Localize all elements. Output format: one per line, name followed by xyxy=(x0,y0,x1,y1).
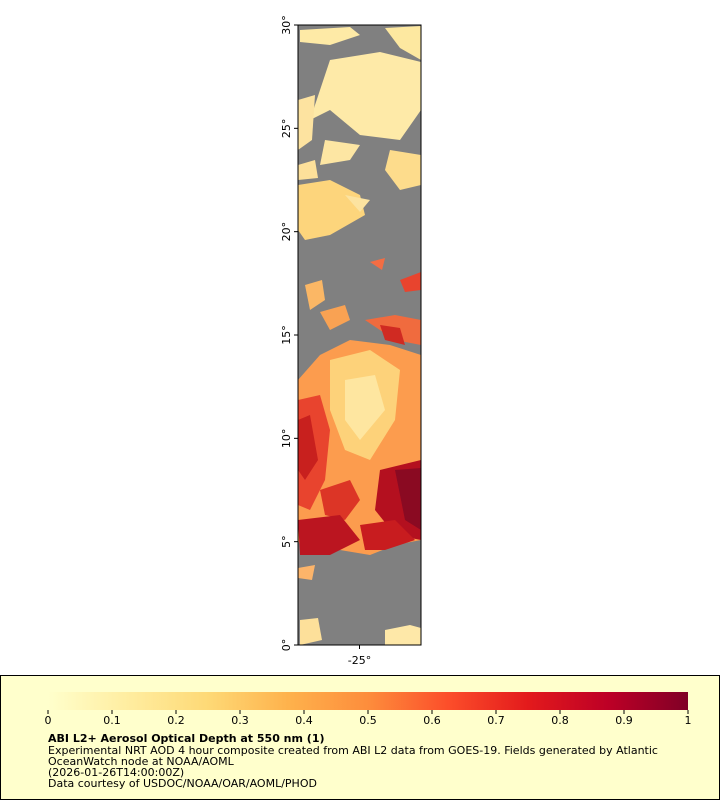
lat-tick-label: 25° xyxy=(280,119,293,139)
legend-line: Data courtesy of USDOC/NOAA/OAR/AOML/PHO… xyxy=(48,777,317,790)
lat-tick-label: 20° xyxy=(280,222,293,242)
legend-line: OceanWatch node at NOAA/AOML xyxy=(48,755,235,768)
colorbar-tick-label: 0 xyxy=(45,714,52,727)
colorbar-tick-label: 0.7 xyxy=(487,714,505,727)
colorbar-tick-label: 0.8 xyxy=(551,714,569,727)
colorbar-tick-label: 0.9 xyxy=(615,714,633,727)
lat-tick-label: 10° xyxy=(280,429,293,449)
colorbar xyxy=(48,692,688,710)
map-image xyxy=(298,25,421,645)
colorbar-tick-label: 0.4 xyxy=(295,714,313,727)
lat-tick-label: 0° xyxy=(280,639,293,652)
colorbar-tick-label: 0.3 xyxy=(231,714,249,727)
colorbar-tick-label: 0.5 xyxy=(359,714,377,727)
legend-line: (2026-01-26T14:00:00Z) xyxy=(48,766,184,779)
lat-tick-label: 30° xyxy=(280,15,293,35)
legend-line: Experimental NRT AOD 4 hour composite cr… xyxy=(48,744,658,757)
lat-tick-label: 15° xyxy=(280,325,293,345)
legend-title: ABI L2+ Aerosol Optical Depth at 550 nm … xyxy=(48,732,325,745)
colorbar-tick-label: 0.1 xyxy=(103,714,121,727)
lon-tick-label: -25° xyxy=(348,654,371,667)
colorbar-tick-label: 1 xyxy=(685,714,692,727)
lat-tick-label: 5° xyxy=(280,535,293,548)
colorbar-tick-label: 0.6 xyxy=(423,714,441,727)
colorbar-tick-label: 0.2 xyxy=(167,714,185,727)
